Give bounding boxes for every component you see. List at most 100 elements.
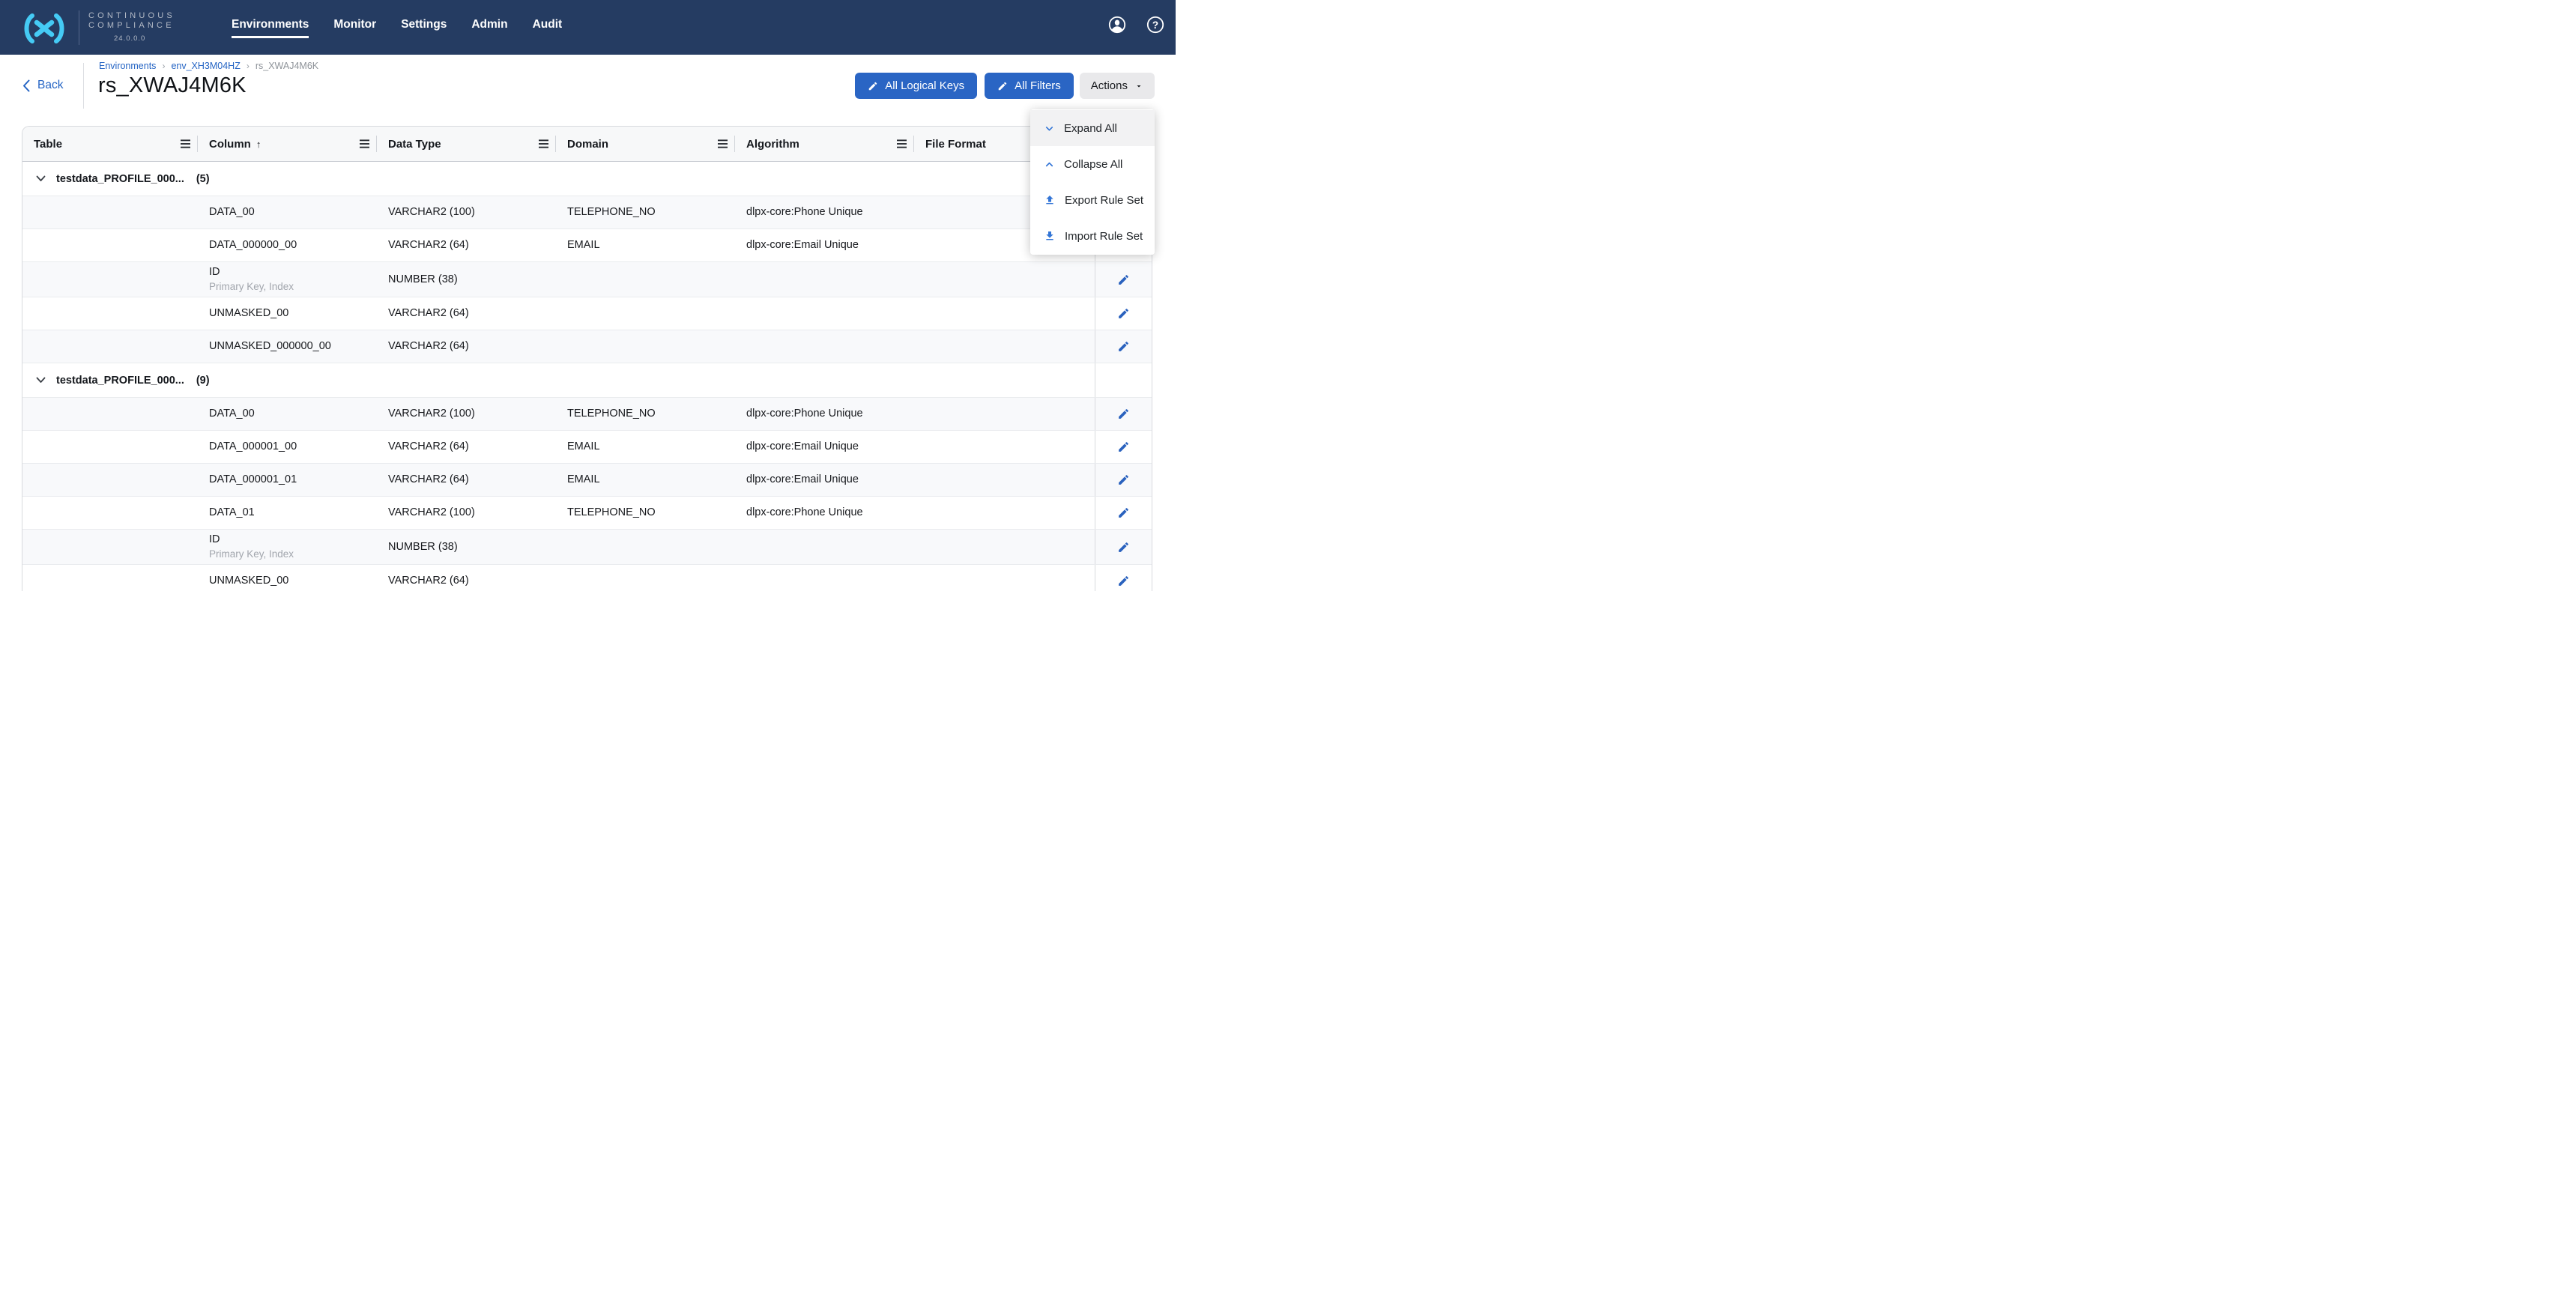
all-logical-keys-button[interactable]: All Logical Keys <box>855 73 977 99</box>
page-title: rs_XWAJ4M6K <box>98 73 247 98</box>
table-row: IDPrimary Key, IndexNUMBER (38) <box>22 530 1152 565</box>
edit-pencil-icon <box>1117 408 1130 420</box>
column-menu-icon[interactable] <box>360 139 369 148</box>
column-name: DATA_000000_00 <box>209 239 377 252</box>
cell-data-type: NUMBER (38) <box>377 273 556 286</box>
group-table-name: testdata_PROFILE_000... <box>56 375 184 387</box>
cell-data-type: VARCHAR2 (64) <box>377 473 556 486</box>
cell-column: IDPrimary Key, Index <box>198 266 377 293</box>
edit-row-button[interactable] <box>1114 270 1133 289</box>
menu-item-import-rule-set[interactable]: Import Rule Set <box>1030 218 1155 254</box>
group-header[interactable]: testdata_PROFILE_000... (5) <box>22 173 1095 185</box>
cell-data-type: VARCHAR2 (100) <box>377 506 556 519</box>
pencil-icon <box>868 81 878 91</box>
group-table-name: testdata_PROFILE_000... <box>56 173 184 185</box>
cell-domain: EMAIL <box>556 440 735 453</box>
cell-domain: TELEPHONE_NO <box>556 408 735 420</box>
group-expand-chevron-icon[interactable] <box>36 175 46 182</box>
rule-set-table: TableColumn↑Data TypeDomainAlgorithmFile… <box>22 126 1152 591</box>
nav-item-environments[interactable]: Environments <box>232 18 309 38</box>
cell-column: DATA_000001_01 <box>198 473 377 486</box>
edit-column-spacer <box>1095 363 1152 397</box>
cell-algorithm: dlpx-core:Phone Unique <box>735 206 914 219</box>
cell-column: DATA_00 <box>198 408 377 420</box>
app: CONTINUOUS COMPLIANCE 24.0.0.0 Environme… <box>0 0 1176 591</box>
cell-edit <box>1095 497 1152 529</box>
menu-item-export-rule-set[interactable]: Export Rule Set <box>1030 182 1155 218</box>
cell-domain: EMAIL <box>556 239 735 252</box>
column-key-info: Primary Key, Index <box>209 548 377 560</box>
column-header-label: Column <box>209 138 251 151</box>
svg-text:?: ? <box>1152 19 1158 31</box>
column-header-label: Table <box>34 138 62 151</box>
edit-row-button[interactable] <box>1114 572 1133 590</box>
breadcrumb-separator-icon: › <box>247 61 250 71</box>
group-expand-chevron-icon[interactable] <box>36 377 46 384</box>
brand-line2: COMPLIANCE <box>88 21 175 31</box>
column-header-label: Data Type <box>388 138 441 151</box>
cell-edit <box>1095 398 1152 430</box>
column-name: ID <box>209 266 377 279</box>
table-row: DATA_00VARCHAR2 (100)TELEPHONE_NOdlpx-co… <box>22 398 1152 431</box>
menu-item-expand-all[interactable]: Expand All <box>1030 110 1155 146</box>
menu-item-label: Collapse All <box>1064 158 1122 171</box>
edit-pencil-icon <box>1117 440 1130 453</box>
cell-domain: TELEPHONE_NO <box>556 206 735 219</box>
breadcrumb-separator-icon: › <box>162 61 165 71</box>
nav-menu: Environments Monitor Settings Admin Audit <box>232 18 562 38</box>
cell-data-type: VARCHAR2 (64) <box>377 239 556 252</box>
column-key-info: Primary Key, Index <box>209 280 377 293</box>
column-header-column: Column ↑ <box>198 127 377 161</box>
nav-item-settings[interactable]: Settings <box>401 18 447 38</box>
group-header[interactable]: testdata_PROFILE_000... (9) <box>22 375 1095 387</box>
cell-edit <box>1095 565 1152 591</box>
breadcrumb-link-environments[interactable]: Environments <box>99 61 156 71</box>
back-label: Back <box>37 79 63 92</box>
column-menu-icon[interactable] <box>897 139 907 148</box>
edit-row-button[interactable] <box>1114 304 1133 323</box>
breadcrumb-link-env-xh3m04hz[interactable]: env_XH3M04HZ <box>171 61 240 71</box>
nav-item-monitor[interactable]: Monitor <box>333 18 376 38</box>
group-column-count: (5) <box>196 173 210 185</box>
edit-pencil-icon <box>1117 340 1130 353</box>
menu-item-collapse-all[interactable]: Collapse All <box>1030 146 1155 182</box>
actions-label: Actions <box>1091 79 1128 92</box>
cell-column: DATA_00 <box>198 206 377 219</box>
top-navbar: CONTINUOUS COMPLIANCE 24.0.0.0 Environme… <box>0 0 1176 55</box>
column-header-label: File Format <box>925 138 986 151</box>
edit-row-button[interactable] <box>1114 337 1133 356</box>
column-name: DATA_00 <box>209 408 377 420</box>
column-menu-icon[interactable] <box>181 139 190 148</box>
cell-edit <box>1095 330 1152 363</box>
edit-pencil-icon <box>1117 273 1130 286</box>
cell-column: UNMASKED_00 <box>198 307 377 320</box>
nav-item-audit[interactable]: Audit <box>533 18 563 38</box>
column-name: UNMASKED_00 <box>209 307 377 320</box>
column-header-label: Algorithm <box>746 138 799 151</box>
nav-item-admin[interactable]: Admin <box>471 18 507 38</box>
edit-row-button[interactable] <box>1114 437 1133 456</box>
column-name: UNMASKED_00 <box>209 575 377 587</box>
all-filters-button[interactable]: All Filters <box>985 73 1074 99</box>
edit-pencil-icon <box>1117 575 1130 587</box>
column-menu-icon[interactable] <box>539 139 548 148</box>
sort-ascending-icon: ↑ <box>256 139 261 150</box>
table-body: testdata_PROFILE_000...(5)DATA_00VARCHAR… <box>22 162 1152 591</box>
cell-domain: TELEPHONE_NO <box>556 506 735 519</box>
back-button[interactable]: Back <box>22 79 63 92</box>
edit-row-button[interactable] <box>1114 405 1133 423</box>
group-column-count: (9) <box>196 375 210 387</box>
column-menu-icon[interactable] <box>718 139 728 148</box>
menu-item-label: Import Rule Set <box>1065 230 1143 243</box>
column-name: DATA_000001_01 <box>209 473 377 486</box>
edit-row-button[interactable] <box>1114 470 1133 489</box>
cell-domain: EMAIL <box>556 473 735 486</box>
column-name: UNMASKED_000000_00 <box>209 340 377 353</box>
help-icon[interactable]: ? <box>1146 16 1164 34</box>
edit-row-button[interactable] <box>1114 538 1133 557</box>
edit-row-button[interactable] <box>1114 503 1133 522</box>
cell-algorithm: dlpx-core:Email Unique <box>735 473 914 486</box>
account-icon[interactable] <box>1108 16 1126 34</box>
actions-button[interactable]: Actions <box>1080 73 1155 99</box>
cell-edit <box>1095 464 1152 496</box>
